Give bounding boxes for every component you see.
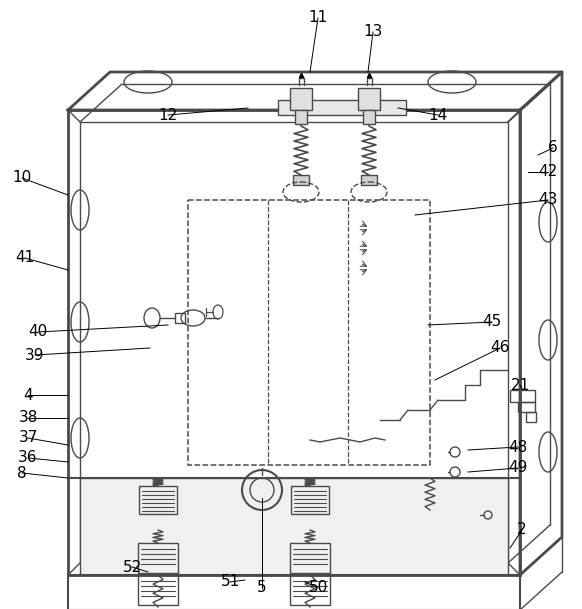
Text: 5: 5 (257, 580, 267, 596)
Bar (188, 200, 430, 465)
Bar (80, 122, 508, 563)
Bar (80, 478, 508, 575)
Bar (138, 543, 178, 573)
Text: 36: 36 (18, 451, 38, 465)
Text: 42: 42 (538, 164, 558, 180)
Text: 38: 38 (18, 410, 38, 426)
Bar (68, 575, 520, 609)
Text: 10: 10 (12, 171, 31, 186)
Text: 11: 11 (308, 10, 328, 26)
Bar (290, 575, 330, 605)
Text: 46: 46 (490, 340, 510, 356)
Text: 50: 50 (308, 580, 328, 596)
Text: 40: 40 (29, 325, 48, 339)
Text: 12: 12 (158, 108, 178, 122)
Bar (278, 100, 406, 115)
Bar (295, 110, 307, 124)
Text: 8: 8 (17, 465, 27, 481)
Text: 48: 48 (508, 440, 528, 454)
Bar (526, 412, 536, 422)
Text: 6: 6 (548, 141, 558, 155)
Bar (175, 313, 185, 323)
Text: 51: 51 (221, 574, 240, 590)
Bar (138, 575, 178, 605)
Text: 41: 41 (15, 250, 34, 266)
Text: 4: 4 (23, 387, 33, 403)
Text: 13: 13 (363, 24, 383, 40)
Bar (290, 88, 312, 110)
Text: 43: 43 (538, 192, 558, 208)
Bar (363, 110, 375, 124)
Text: 45: 45 (482, 314, 502, 329)
Bar (518, 402, 535, 412)
Bar (291, 486, 329, 514)
Bar (139, 486, 177, 514)
Text: 39: 39 (25, 348, 45, 362)
Text: 21: 21 (510, 378, 530, 392)
Text: 14: 14 (428, 108, 448, 122)
Text: 49: 49 (508, 460, 528, 476)
Bar (358, 88, 380, 110)
Text: 2: 2 (517, 523, 527, 538)
Text: 52: 52 (122, 560, 141, 574)
Bar (293, 175, 309, 185)
Bar (510, 390, 535, 402)
Bar (361, 175, 377, 185)
Bar (68, 110, 520, 575)
Text: 37: 37 (18, 431, 38, 446)
Bar (290, 543, 330, 573)
